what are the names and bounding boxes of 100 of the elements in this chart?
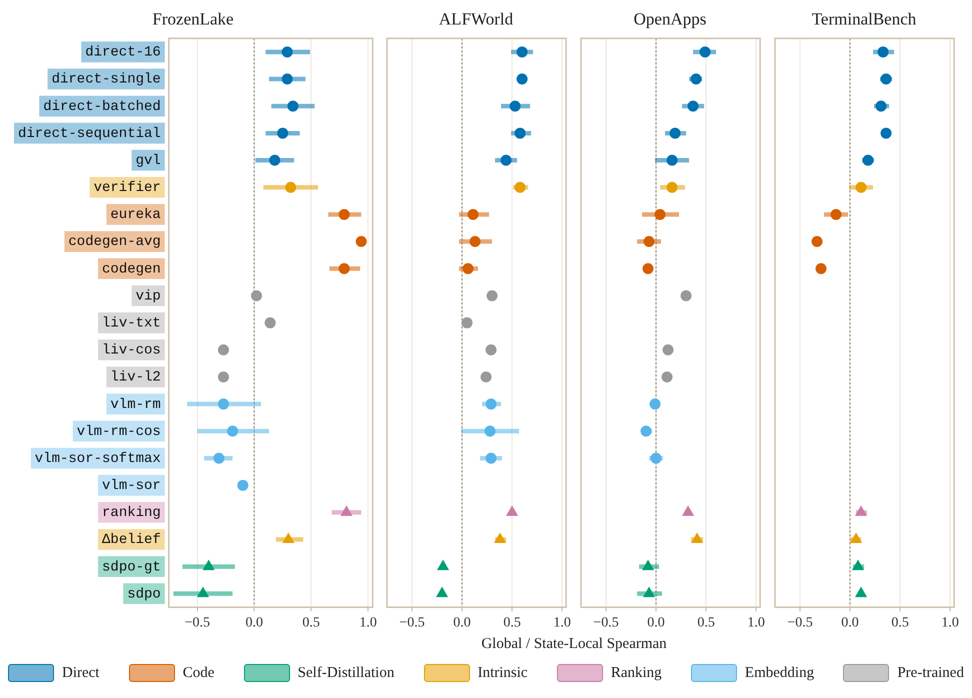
point bbox=[282, 532, 294, 543]
x-tick-label: 0.0 bbox=[647, 615, 665, 630]
y-tick-label: verifier bbox=[94, 180, 161, 196]
point bbox=[862, 154, 874, 166]
point bbox=[680, 290, 692, 302]
point bbox=[854, 586, 868, 598]
point bbox=[486, 290, 498, 302]
x-tick-label: 1.0 bbox=[941, 615, 959, 630]
point bbox=[690, 74, 702, 85]
point bbox=[876, 100, 887, 112]
point bbox=[642, 586, 656, 598]
y-tick-label: direct-sequential bbox=[18, 126, 161, 142]
point bbox=[484, 426, 496, 437]
point bbox=[880, 74, 892, 85]
point bbox=[878, 46, 889, 58]
point bbox=[830, 208, 842, 220]
point bbox=[506, 505, 518, 516]
point bbox=[852, 560, 864, 570]
x-tick-label: −0.5 bbox=[399, 615, 425, 630]
point bbox=[196, 586, 210, 598]
legend-label: Code bbox=[182, 664, 214, 682]
point bbox=[282, 46, 293, 58]
y-tick-label: direct-batched bbox=[43, 98, 161, 115]
point bbox=[470, 236, 481, 248]
x-tick-label: 1.0 bbox=[747, 615, 765, 630]
point bbox=[282, 74, 293, 85]
point bbox=[494, 532, 506, 543]
y-tick-label: sdpo-gt bbox=[102, 559, 161, 576]
point bbox=[237, 480, 248, 491]
y-tick-label: gvl bbox=[136, 152, 161, 169]
point bbox=[812, 236, 823, 248]
point bbox=[486, 398, 497, 410]
point bbox=[277, 128, 288, 139]
chart-title: ALFWorld bbox=[438, 10, 514, 29]
x-tick-label: 0.0 bbox=[841, 615, 859, 630]
point bbox=[642, 560, 654, 570]
legend-label: Pre-trained bbox=[897, 664, 964, 682]
point bbox=[514, 128, 526, 139]
y-tick-label: vlm-sor-softmax bbox=[34, 450, 161, 467]
point bbox=[227, 426, 238, 437]
point bbox=[462, 263, 474, 274]
point bbox=[436, 560, 450, 570]
y-tick-label: ranking bbox=[102, 505, 161, 522]
point bbox=[338, 208, 350, 220]
point bbox=[269, 154, 280, 166]
x-tick-label: 0.5 bbox=[697, 615, 715, 630]
point bbox=[516, 46, 528, 58]
point bbox=[688, 100, 699, 112]
point bbox=[700, 46, 711, 58]
point bbox=[682, 505, 694, 516]
point bbox=[436, 586, 448, 598]
y-tick-label: liv-cos bbox=[102, 342, 161, 359]
point bbox=[644, 236, 655, 248]
point bbox=[640, 426, 652, 437]
legend-label: Intrinsic bbox=[478, 664, 528, 682]
y-tick-label: direct-single bbox=[52, 72, 161, 88]
point bbox=[516, 74, 528, 85]
point bbox=[510, 100, 521, 112]
y-tick-label: eureka bbox=[110, 207, 161, 224]
point bbox=[662, 344, 674, 356]
point bbox=[666, 182, 678, 193]
point bbox=[850, 532, 862, 543]
point bbox=[213, 452, 224, 464]
y-tick-label: sdpo bbox=[127, 586, 161, 602]
point bbox=[654, 208, 666, 220]
point bbox=[880, 128, 892, 139]
point bbox=[816, 263, 827, 274]
x-tick-label: 1.0 bbox=[359, 615, 377, 630]
chart-title: OpenApps bbox=[634, 10, 706, 29]
point bbox=[500, 154, 512, 166]
point bbox=[468, 208, 479, 220]
x-tick-label: −0.5 bbox=[787, 615, 813, 630]
point bbox=[650, 452, 662, 464]
point bbox=[264, 317, 276, 328]
point bbox=[218, 398, 229, 410]
x-tick-label: −0.5 bbox=[593, 615, 619, 630]
y-tick-label: direct-16 bbox=[85, 44, 161, 61]
y-tick-label: codegen-avg bbox=[68, 234, 161, 250]
x-tick-label: 1.0 bbox=[553, 615, 571, 630]
x-axis-title: Global / State-Local Spearman bbox=[481, 636, 667, 653]
point bbox=[642, 263, 654, 274]
y-tick-label: vlm-sor bbox=[102, 478, 161, 494]
x-tick-label: 0.5 bbox=[891, 615, 909, 630]
point bbox=[856, 182, 867, 193]
legend-label: Embedding bbox=[744, 664, 814, 682]
point bbox=[356, 236, 367, 248]
legend-label: Direct bbox=[62, 664, 100, 682]
point bbox=[218, 371, 229, 382]
legend-label: Self-Distillation bbox=[298, 664, 394, 682]
point bbox=[650, 398, 661, 410]
point bbox=[251, 290, 262, 302]
y-tick-label: vlm-rm bbox=[110, 396, 161, 413]
point bbox=[338, 263, 350, 274]
x-tick-label: −0.5 bbox=[184, 615, 210, 630]
point bbox=[486, 344, 497, 356]
point bbox=[202, 560, 215, 570]
y-tick-label: liv-l2 bbox=[110, 370, 161, 386]
y-tick-label: vip bbox=[136, 288, 161, 304]
legend-label: Ranking bbox=[610, 664, 662, 682]
x-tick-label: 0.0 bbox=[245, 615, 263, 630]
